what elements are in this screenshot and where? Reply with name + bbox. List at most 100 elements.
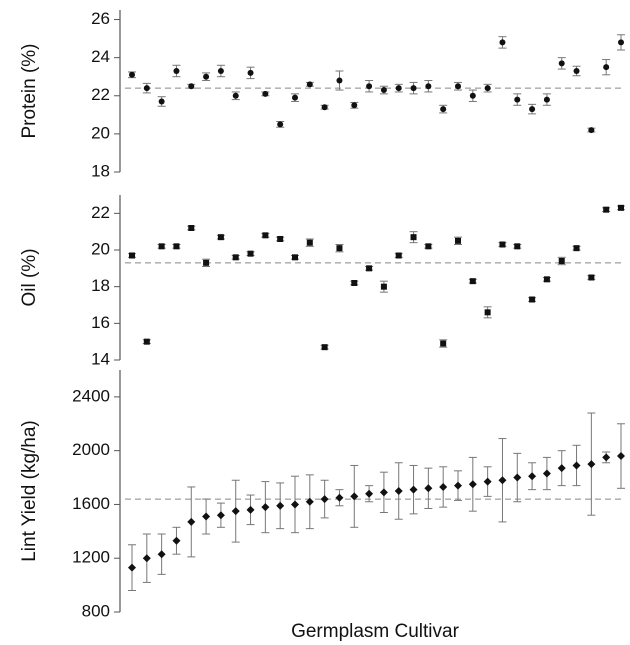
point: [587, 460, 596, 469]
point: [440, 106, 447, 113]
point: [454, 481, 462, 490]
point: [247, 250, 254, 257]
point: [395, 252, 402, 259]
point: [557, 464, 566, 473]
point: [246, 505, 255, 514]
point: [173, 67, 180, 74]
point: [366, 265, 373, 272]
point: [142, 554, 151, 563]
point: [499, 241, 506, 248]
point: [216, 511, 225, 520]
point: [247, 69, 254, 76]
y-axis-label: Oil (%): [19, 248, 40, 306]
point: [618, 39, 624, 46]
point: [558, 258, 565, 264]
point: [528, 472, 537, 481]
point: [617, 452, 625, 461]
point: [262, 90, 269, 97]
point: [129, 252, 135, 259]
point: [573, 67, 580, 74]
y-tick-label: 1600: [72, 494, 110, 513]
point: [351, 102, 358, 109]
y-tick-label: 18: [91, 161, 110, 180]
point: [529, 296, 536, 303]
point: [468, 480, 477, 489]
y-axis-label: Lint Yield (kg/ha): [19, 420, 40, 562]
point: [336, 77, 343, 84]
point: [335, 493, 344, 502]
point: [143, 338, 150, 345]
y-tick-label: 22: [91, 85, 110, 104]
y-tick-label: 2400: [72, 386, 110, 405]
point: [394, 487, 403, 495]
y-tick-label: 18: [91, 276, 110, 295]
point: [157, 550, 166, 559]
point: [543, 276, 550, 283]
point: [203, 259, 210, 266]
point: [529, 106, 536, 113]
point: [455, 83, 461, 90]
y-tick-label: 14: [91, 349, 110, 368]
point: [514, 96, 521, 103]
point: [129, 71, 135, 78]
point: [455, 237, 461, 244]
point: [395, 85, 402, 92]
point: [410, 234, 417, 241]
point: [425, 243, 432, 250]
y-tick-label: 24: [91, 47, 110, 66]
point: [573, 245, 580, 252]
point: [321, 104, 328, 111]
y-tick-label: 26: [91, 9, 110, 28]
point: [350, 492, 359, 501]
point: [409, 485, 418, 494]
point: [572, 461, 581, 470]
y-tick-label: 800: [82, 601, 110, 620]
point: [188, 225, 195, 231]
point: [173, 243, 180, 250]
point: [469, 92, 476, 99]
point: [379, 488, 388, 497]
point: [306, 239, 313, 246]
y-tick-label: 1200: [72, 548, 110, 567]
point: [603, 64, 610, 71]
point: [484, 85, 491, 92]
point: [158, 98, 165, 105]
point: [188, 83, 195, 90]
point: [277, 236, 284, 242]
point: [602, 453, 611, 462]
point: [292, 94, 298, 101]
point: [410, 85, 417, 92]
point: [217, 67, 224, 74]
point: [320, 495, 329, 504]
point: [424, 484, 433, 493]
y-tick-label: 16: [91, 313, 110, 332]
point: [440, 340, 447, 347]
point: [484, 309, 491, 316]
point: [351, 280, 358, 286]
point: [543, 96, 550, 103]
y-tick-label: 22: [91, 203, 110, 222]
point: [143, 85, 150, 92]
point: [158, 243, 165, 250]
point: [232, 92, 239, 99]
point: [425, 83, 432, 90]
point: [588, 274, 595, 281]
point: [128, 563, 136, 572]
point: [231, 507, 240, 516]
point: [277, 121, 284, 128]
point: [262, 232, 269, 239]
point: [439, 482, 448, 491]
point: [291, 500, 299, 509]
point: [483, 477, 492, 486]
point: [380, 87, 387, 94]
point: [513, 473, 522, 482]
point: [202, 512, 211, 521]
point: [172, 536, 181, 545]
point: [203, 73, 210, 80]
point: [305, 497, 314, 506]
point: [499, 39, 506, 46]
point: [292, 254, 298, 261]
point: [187, 517, 196, 526]
y-tick-label: 20: [91, 239, 110, 258]
